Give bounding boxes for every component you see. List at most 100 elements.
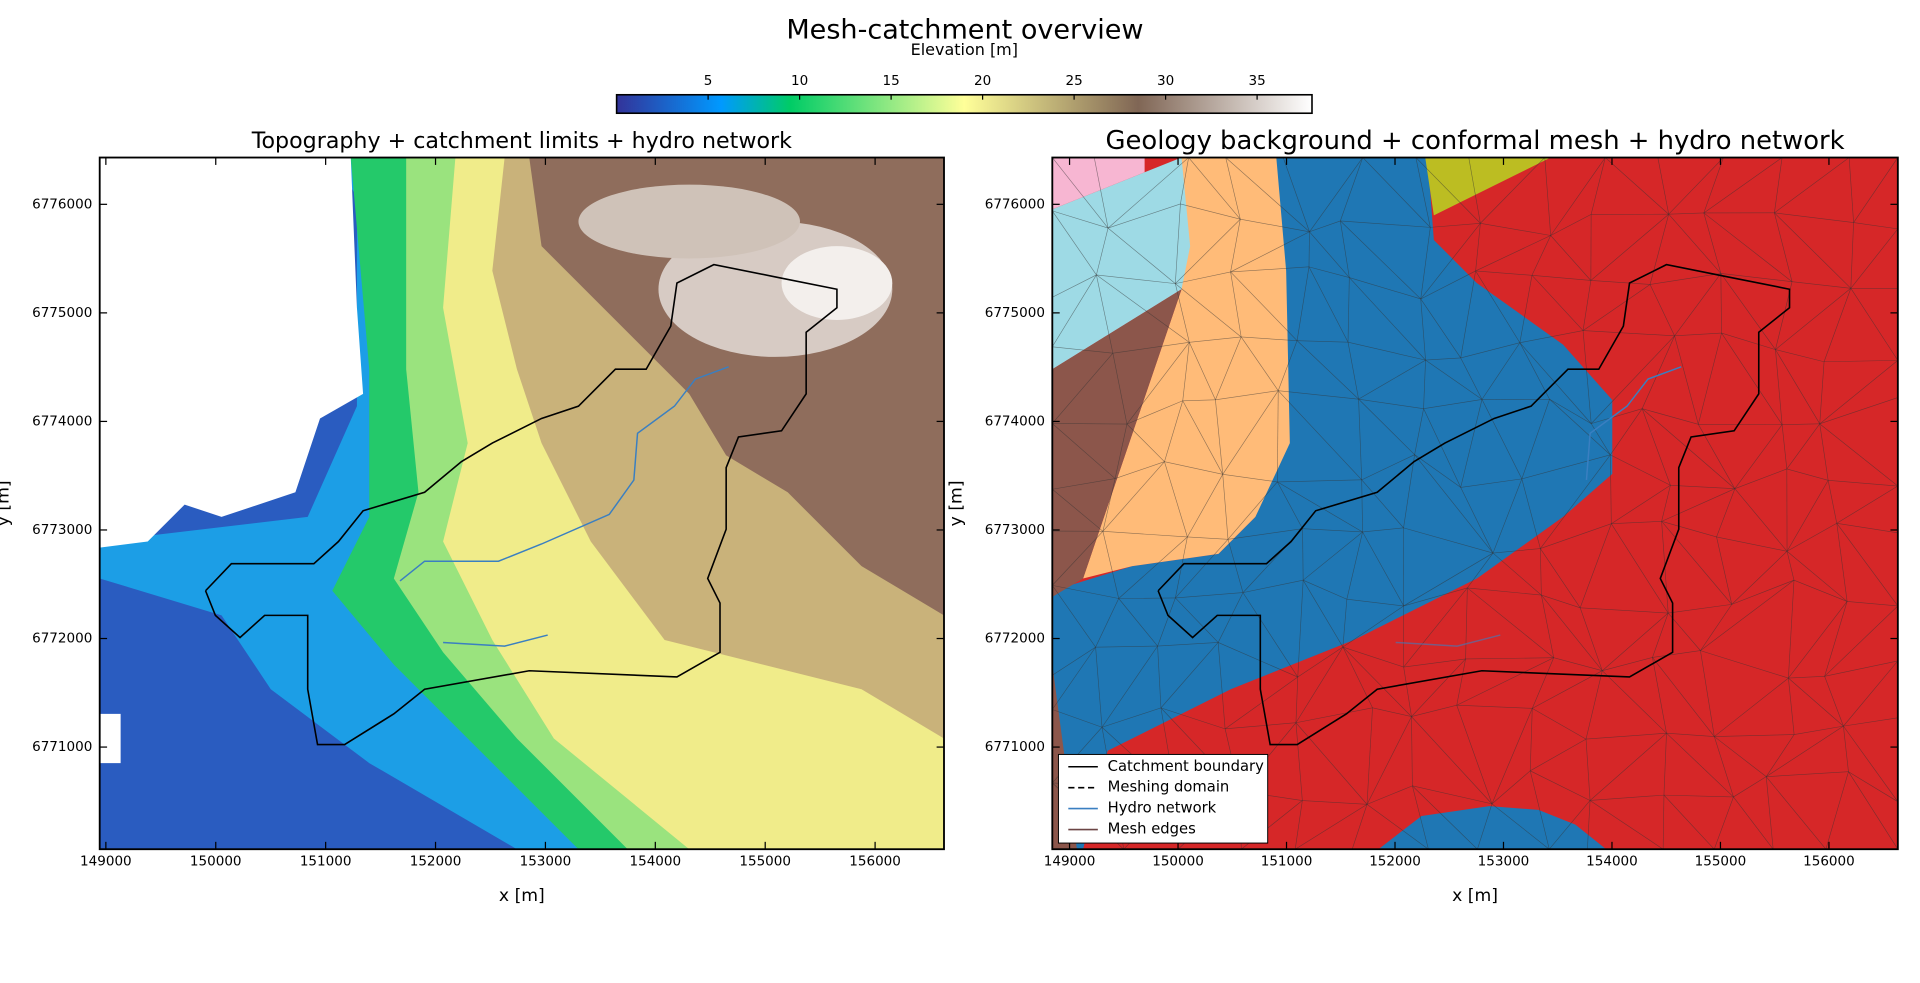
mesh-edge: [1366, 707, 1373, 805]
mesh-edge: [1423, 399, 1483, 409]
mesh-edge: [1126, 342, 1190, 425]
mesh-edge: [1052, 646, 1096, 676]
mesh-edge: [1308, 266, 1349, 343]
mesh-edge: [1700, 604, 1733, 651]
x-tick-label: 149000: [1044, 854, 1096, 870]
mesh-edge: [1309, 157, 1363, 232]
mesh-edge: [1468, 157, 1481, 224]
mesh-edge: [1602, 612, 1669, 671]
mesh-edge: [1182, 400, 1224, 475]
mesh-edge: [1697, 332, 1722, 425]
mesh-edge: [1611, 485, 1671, 524]
mesh-edge: [1230, 219, 1241, 273]
mesh-edge: [1794, 725, 1844, 735]
mesh-edge: [1652, 650, 1701, 658]
mesh-edge: [1541, 594, 1581, 609]
x-tick-label: 151000: [300, 854, 352, 870]
mesh-edge: [1342, 646, 1404, 668]
mesh-edge: [1786, 423, 1820, 470]
mesh-edge: [1549, 399, 1592, 424]
mesh-edge: [1052, 646, 1096, 710]
mesh-edge: [1610, 454, 1612, 524]
mesh-edge: [1295, 804, 1368, 850]
mesh-edge: [1475, 223, 1481, 271]
mesh-edge: [1366, 785, 1413, 805]
mesh-edge: [1492, 552, 1542, 596]
mesh-edge: [1843, 725, 1898, 802]
mesh-edge: [1585, 670, 1603, 740]
mesh-edge: [1579, 607, 1603, 671]
mesh-edge: [1589, 800, 1664, 850]
mesh-edge: [1118, 598, 1158, 647]
mesh-edge: [1358, 359, 1426, 400]
x-tick-label: 151000: [1261, 854, 1313, 870]
mesh-edge: [1720, 273, 1722, 334]
mesh-edge: [1530, 770, 1591, 801]
mesh-edge: [1843, 726, 1849, 772]
mesh-edge: [1414, 454, 1461, 488]
mesh-edge: [1602, 670, 1667, 734]
mesh-edge: [1585, 739, 1591, 801]
mesh-edge: [1492, 478, 1523, 554]
mesh-edge: [1277, 481, 1303, 529]
mesh-edge: [1118, 597, 1176, 599]
mesh-edge: [1668, 214, 1722, 274]
mesh-edge: [1218, 642, 1298, 678]
mesh-edge: [1823, 288, 1852, 362]
mesh-edge: [1531, 274, 1591, 281]
mesh-edge: [1610, 454, 1671, 486]
mesh-edge: [1189, 342, 1216, 400]
mesh-edge: [1521, 478, 1541, 549]
mesh-edge: [1668, 212, 1704, 215]
mesh-edge: [1342, 646, 1412, 717]
mesh-edge: [1788, 677, 1844, 727]
mesh-edge: [1126, 423, 1165, 462]
mesh-edge: [1700, 650, 1789, 679]
mesh-edge: [1456, 705, 1493, 804]
mesh-edge: [1775, 349, 1825, 363]
mesh-edge: [1052, 585, 1119, 599]
mesh-edge: [1308, 266, 1350, 278]
mesh-edge: [1605, 157, 1669, 215]
mesh-edge: [1663, 733, 1667, 796]
mesh-edge: [1230, 271, 1298, 341]
mesh-edge: [1309, 231, 1350, 278]
mesh-edge: [1819, 423, 1898, 487]
mesh-edge: [1848, 157, 1854, 223]
mesh-edge: [1824, 676, 1844, 727]
mesh-edge: [1774, 212, 1852, 289]
mesh-edge: [1549, 399, 1611, 456]
mesh-edge: [1529, 708, 1533, 771]
mesh-edge: [1346, 598, 1404, 607]
mesh-edge: [1096, 228, 1109, 276]
mesh-edge: [1775, 349, 1821, 424]
mesh-edge: [1242, 592, 1299, 678]
mesh-edge: [1175, 283, 1242, 338]
mesh-edge: [1519, 330, 1584, 344]
mesh-edge: [1415, 157, 1481, 224]
mesh-edge: [1102, 461, 1165, 532]
mesh-edge: [1460, 478, 1522, 488]
mesh-edge: [1641, 335, 1675, 409]
mesh-edge: [1361, 479, 1404, 529]
mesh-edge: [1411, 704, 1457, 717]
mesh-edge: [1164, 461, 1188, 538]
mesh-edge: [1340, 220, 1431, 228]
mesh-edge: [1414, 454, 1494, 554]
mesh-edge: [1225, 157, 1310, 232]
mesh-edge: [1782, 423, 1820, 425]
mesh-edge: [1460, 270, 1476, 359]
mesh-edge: [1295, 722, 1303, 801]
mesh-edge: [1240, 218, 1310, 233]
mesh-edge: [1052, 423, 1127, 425]
mesh-edge: [1824, 660, 1898, 677]
mesh-edge: [1589, 732, 1667, 801]
mesh-edge: [1403, 658, 1466, 668]
mesh-edge: [1720, 273, 1793, 283]
mesh-edge: [1112, 342, 1190, 354]
mesh-edge: [1180, 203, 1241, 220]
mesh-edge: [1786, 522, 1837, 552]
mesh-edge: [1297, 646, 1344, 678]
mesh-edge: [1848, 771, 1898, 850]
